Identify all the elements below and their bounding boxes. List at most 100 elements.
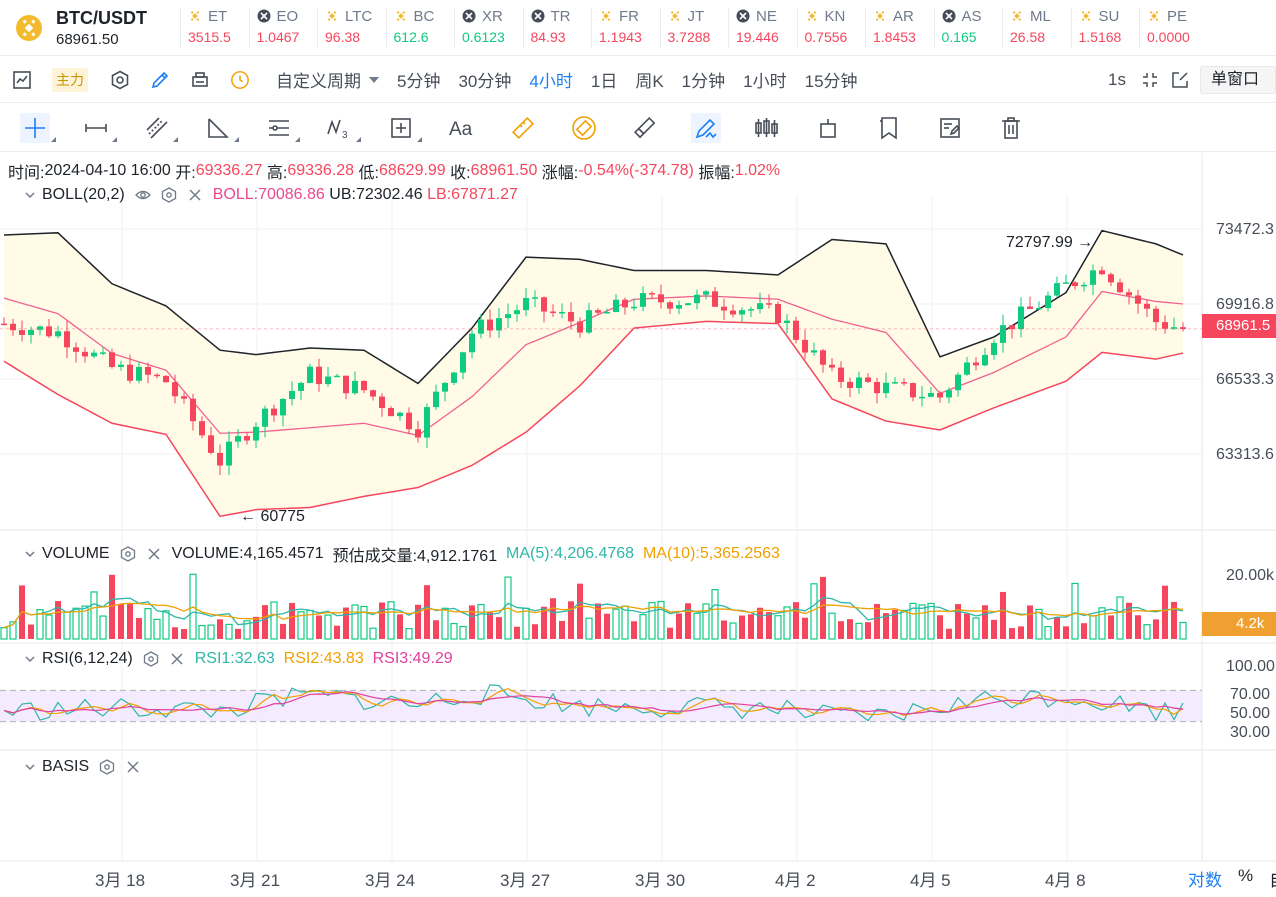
candle-body — [397, 412, 403, 417]
volume-bar — [639, 614, 647, 640]
ticker-item[interactable]: SU 1.5168 — [1070, 7, 1140, 48]
boll-mid-value: BOLL:70086.86 — [212, 186, 325, 203]
volume-bar — [153, 618, 161, 640]
wave-tool-icon[interactable]: 3 — [325, 113, 361, 143]
ticker-item[interactable]: TR 84.93 — [522, 7, 592, 48]
collapse-chevron-icon[interactable] — [22, 759, 38, 775]
bookmark-tool-icon[interactable] — [874, 113, 904, 143]
close-icon[interactable] — [169, 651, 185, 667]
triangle-tool-icon[interactable] — [203, 113, 239, 143]
ticker-item[interactable]: FR 1.1943 — [591, 7, 660, 48]
collapse-chevron-icon[interactable] — [22, 651, 38, 667]
collapse-chevron-icon[interactable] — [22, 187, 38, 203]
alarm-icon[interactable] — [230, 70, 250, 90]
crosshair-tool-icon[interactable] — [20, 112, 56, 143]
volume-bar — [334, 625, 340, 639]
volume-bar — [1116, 596, 1124, 640]
tf-15m[interactable]: 15分钟 — [804, 72, 858, 91]
close-icon[interactable] — [125, 759, 141, 775]
date-label: 4月 8 — [1045, 871, 1086, 890]
edit-list-tool-icon[interactable] — [935, 113, 965, 143]
volume-bar — [1071, 582, 1079, 640]
percent-scale-toggle[interactable]: % — [1238, 866, 1254, 885]
ticker-symbol: EO — [276, 7, 299, 25]
magnet-tool-icon[interactable] — [569, 113, 599, 143]
eye-icon[interactable] — [134, 187, 151, 203]
volume-bar — [1027, 605, 1033, 639]
candle-body — [415, 429, 421, 438]
candle-body — [217, 452, 223, 466]
settings-hex-icon[interactable] — [120, 546, 136, 562]
brush-tool-icon[interactable] — [691, 112, 721, 143]
ticker-item[interactable]: LTC 96.38 — [317, 7, 386, 48]
volume-bar — [685, 603, 691, 639]
candle-body — [424, 407, 430, 438]
volume-bar — [9, 621, 17, 640]
seconds-option[interactable]: 1s — [1108, 70, 1126, 89]
text-tool-icon[interactable]: Aa — [447, 113, 477, 143]
tf-30m[interactable]: 30分钟 — [458, 72, 512, 91]
parallel-channel-tool-icon[interactable] — [142, 113, 178, 143]
candle-body — [136, 366, 142, 381]
tf-4h[interactable]: 4小时 — [529, 72, 573, 91]
candle-body — [973, 362, 979, 366]
chart-canvas[interactable] — [0, 153, 1276, 897]
candle-body — [235, 436, 241, 442]
ticker-item[interactable]: AS 0.165 — [933, 7, 1003, 48]
settings-hex-icon[interactable] — [143, 651, 159, 667]
candle-body — [379, 396, 385, 408]
tf-week[interactable]: 周K — [635, 72, 664, 91]
candle-body — [640, 293, 646, 307]
lock-tool-icon[interactable] — [813, 113, 843, 143]
pair-selector[interactable]: BTC/USDT 68961.50 — [0, 0, 180, 56]
ticker-item[interactable]: XR 0.6123 — [454, 7, 523, 48]
window-mode-select[interactable]: 单窗口 — [1200, 66, 1276, 94]
candle-body — [793, 320, 799, 340]
custom-period-dropdown[interactable]: 自定义周期 — [276, 67, 379, 92]
low-value: 68629.99 — [378, 162, 446, 179]
candle-body — [523, 297, 529, 311]
popout-icon[interactable] — [1170, 70, 1190, 90]
settings-hex-icon[interactable] — [99, 759, 115, 775]
ticker-item[interactable]: KN 0.7556 — [796, 7, 866, 48]
volume-bar — [351, 604, 359, 640]
volume-bar — [667, 627, 673, 639]
measure-box-tool-icon[interactable] — [386, 113, 422, 143]
trash-tool-icon[interactable] — [996, 113, 1026, 143]
ticker-item[interactable]: ET 3515.5 — [180, 7, 249, 48]
high-marker-value: 72797.99 — [1006, 234, 1073, 251]
fibonacci-tool-icon[interactable] — [264, 113, 300, 143]
ticker-item[interactable]: ML 26.58 — [1002, 7, 1071, 48]
close-icon[interactable] — [146, 546, 162, 562]
log-scale-toggle[interactable]: 对数 — [1188, 871, 1222, 890]
horizontal-line-tool-icon[interactable] — [81, 113, 117, 143]
candle-body — [91, 352, 97, 357]
ticker-item[interactable]: NE 19.446 — [728, 7, 797, 48]
candle-tool-icon[interactable] — [752, 113, 782, 143]
pencil-tool-icon[interactable] — [630, 113, 660, 143]
chart-type-icon[interactable] — [12, 70, 32, 90]
ruler-tool-icon[interactable] — [508, 113, 538, 143]
tf-1h[interactable]: 1小时 — [743, 72, 787, 91]
ticker-item[interactable]: AR 1.8453 — [865, 7, 934, 48]
ticker-item[interactable]: EO 1.0467 — [248, 7, 318, 48]
ticker-item[interactable]: BC 612.6 — [385, 7, 455, 48]
candle-body — [1099, 270, 1105, 275]
auto-scale-toggle[interactable]: 自 — [1269, 866, 1276, 891]
draw-pen-icon[interactable] — [150, 70, 170, 90]
ticker-symbol: LTC — [345, 7, 373, 25]
tf-5m[interactable]: 5分钟 — [397, 72, 441, 91]
tf-1m[interactable]: 1分钟 — [681, 72, 726, 91]
ticker-item[interactable]: PE 0.0000 — [1139, 7, 1208, 48]
chevron-down-icon — [369, 76, 379, 83]
shrink-icon[interactable] — [1140, 70, 1160, 90]
volume-bar — [109, 574, 115, 639]
main-force-badge[interactable]: 主力 — [52, 67, 88, 92]
close-icon[interactable] — [187, 187, 203, 203]
settings-hex-icon[interactable] — [161, 187, 177, 203]
settings-hex-icon[interactable] — [110, 70, 130, 90]
tf-1d[interactable]: 1日 — [590, 72, 618, 91]
print-icon[interactable] — [190, 70, 210, 90]
ticker-item[interactable]: JT 3.7288 — [659, 7, 729, 48]
collapse-chevron-icon[interactable] — [22, 546, 38, 562]
